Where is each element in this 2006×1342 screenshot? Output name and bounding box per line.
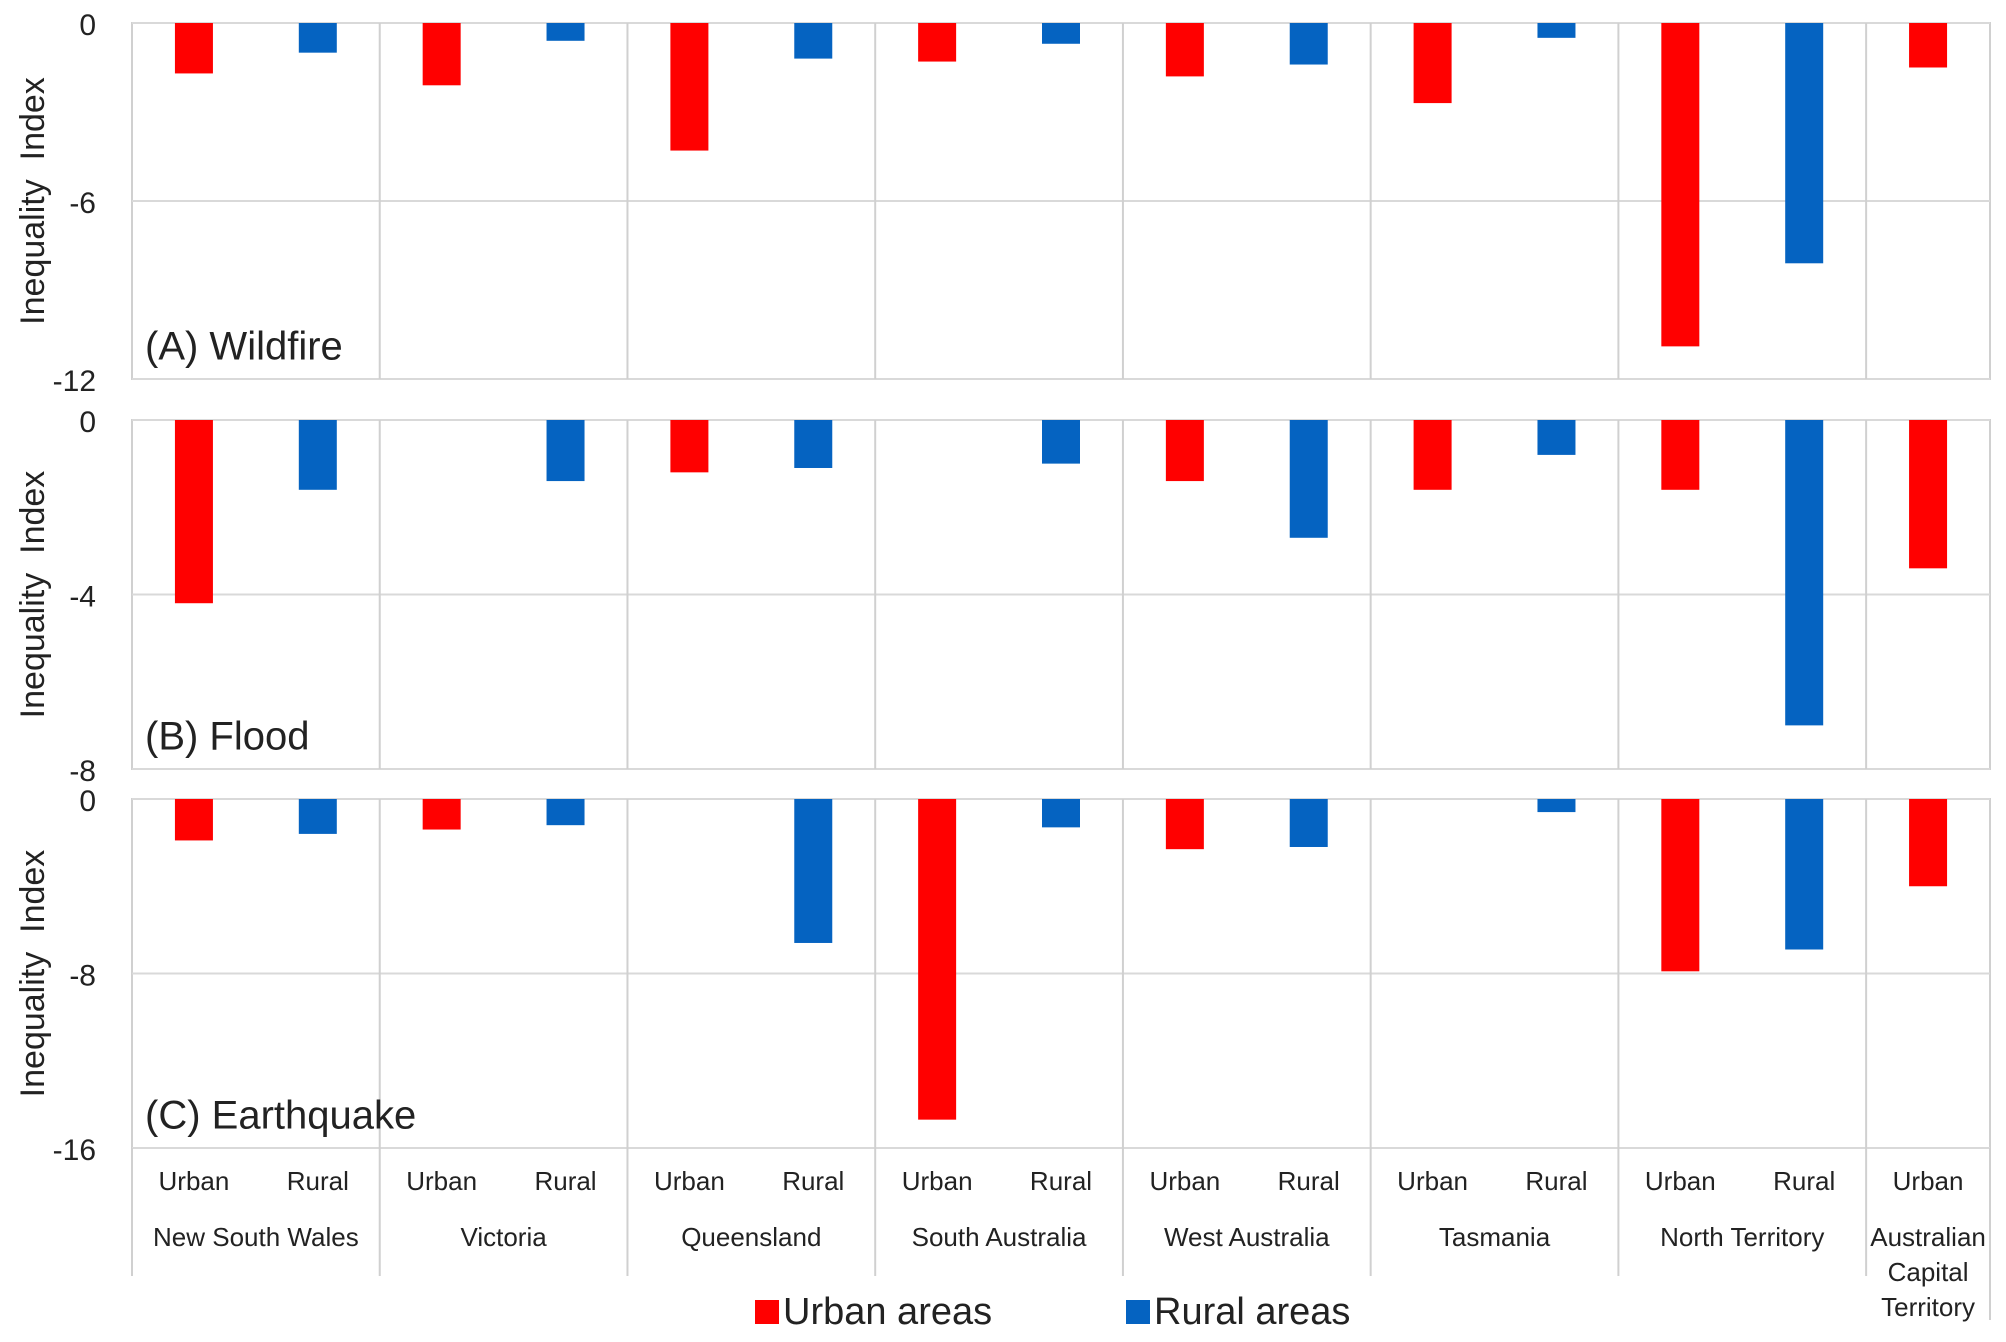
bar (1537, 420, 1576, 455)
legend-label: Rural areas (1154, 1291, 1350, 1333)
x-sub-label: Urban (654, 1166, 725, 1196)
y-tick-label: -4 (69, 580, 96, 613)
x-sub-label: Rural (1773, 1166, 1835, 1196)
x-sub-label: Urban (1645, 1166, 1716, 1196)
y-axis-label: Inequality Index (14, 471, 52, 719)
x-group-label: Territory (1881, 1292, 1975, 1322)
bar (174, 420, 213, 604)
panel-title: (B) Flood (145, 715, 310, 759)
x-group-label: South Australia (912, 1222, 1087, 1252)
x-group-label: New South Wales (153, 1222, 359, 1252)
bar (546, 23, 585, 41)
x-sub-label: Rural (782, 1166, 844, 1196)
legend-swatch (755, 1300, 779, 1324)
bar (1413, 420, 1452, 490)
x-sub-label: Urban (1893, 1166, 1964, 1196)
bar (1165, 799, 1204, 850)
bar (918, 799, 957, 1120)
y-tick-label: -6 (69, 187, 96, 220)
legend-label: Urban areas (783, 1291, 992, 1333)
bar (546, 799, 585, 826)
bar (174, 799, 213, 841)
x-group-label: North Territory (1660, 1222, 1824, 1252)
x-sub-label: Urban (1397, 1166, 1468, 1196)
y-tick-label: 0 (79, 406, 96, 439)
y-axis-label: Inequality Index (14, 850, 52, 1098)
x-sub-label: Urban (902, 1166, 973, 1196)
x-sub-label: Rural (1278, 1166, 1340, 1196)
bar (794, 23, 833, 59)
x-group-label: Australian (1870, 1222, 1986, 1252)
bar (794, 420, 833, 468)
y-axis-label: Inequality Index (14, 77, 52, 325)
y-tick-label: -16 (53, 1134, 96, 1167)
bar (1785, 23, 1824, 264)
x-sub-label: Rural (1030, 1166, 1092, 1196)
bar (1909, 799, 1948, 887)
bar (1661, 420, 1700, 490)
bar (546, 420, 585, 482)
x-sub-label: Urban (159, 1166, 230, 1196)
x-group-label: Tasmania (1439, 1222, 1551, 1252)
legend-swatch (1126, 1300, 1150, 1324)
y-tick-label: 0 (79, 9, 96, 42)
x-sub-label: Rural (1525, 1166, 1587, 1196)
x-sub-label: Rural (287, 1166, 349, 1196)
bar (422, 799, 461, 830)
bar (1537, 799, 1576, 813)
y-tick-label: 0 (79, 785, 96, 818)
x-group-label: West Australia (1164, 1222, 1330, 1252)
bar (1042, 420, 1080, 464)
bar (422, 23, 461, 86)
bar (1042, 799, 1080, 828)
y-tick-label: -8 (69, 959, 96, 992)
bar (1909, 23, 1948, 68)
x-sub-label: Urban (1149, 1166, 1220, 1196)
bar (1289, 420, 1328, 538)
panel-title: (C) Earthquake (145, 1094, 416, 1138)
x-sub-label: Rural (534, 1166, 596, 1196)
y-tick-label: -8 (69, 755, 96, 788)
x-group-label: Capital (1888, 1257, 1969, 1287)
bar (1289, 799, 1328, 847)
panel-title: (A) Wildfire (145, 325, 343, 369)
y-tick-label: -12 (53, 365, 96, 398)
bar (1289, 23, 1328, 65)
bar (1537, 23, 1576, 38)
bar (918, 23, 957, 62)
bar (670, 420, 709, 473)
bar (794, 799, 833, 943)
bar (1661, 23, 1700, 347)
x-sub-label: Urban (406, 1166, 477, 1196)
bar (298, 23, 337, 53)
bar (1661, 799, 1700, 972)
x-group-label: Queensland (681, 1222, 821, 1252)
bar (1165, 23, 1204, 77)
x-group-label: Victoria (460, 1222, 547, 1252)
bar (1785, 420, 1824, 726)
bar (1785, 799, 1824, 950)
bar (174, 23, 213, 74)
bar (1413, 23, 1452, 104)
bar (1042, 23, 1080, 44)
bar (1909, 420, 1948, 569)
bar (298, 799, 337, 834)
bar (298, 420, 337, 490)
bar (1165, 420, 1204, 482)
bar (670, 23, 709, 151)
